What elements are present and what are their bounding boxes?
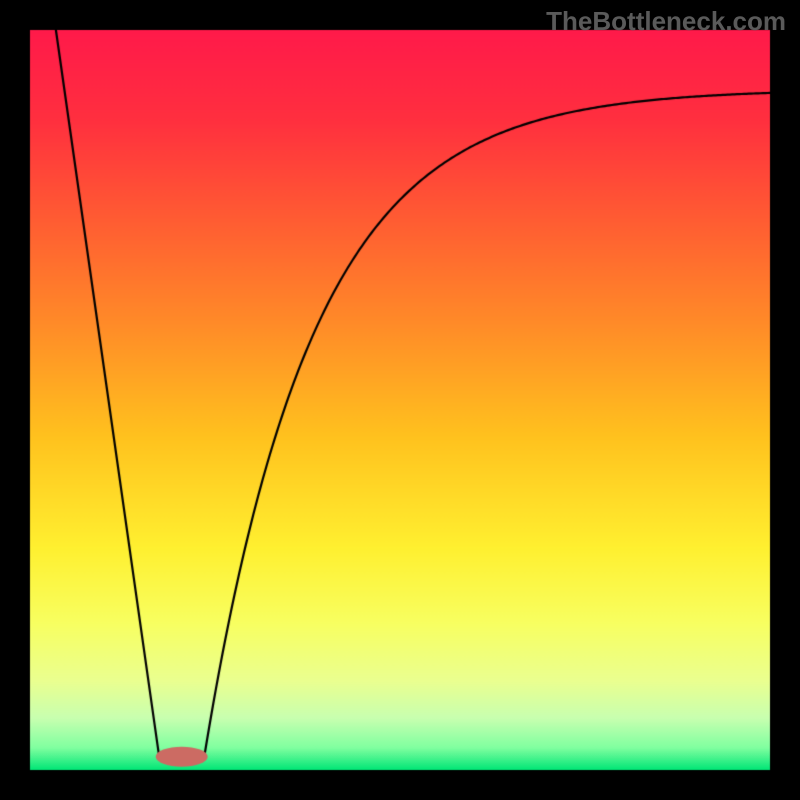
watermark-text: TheBottleneck.com (546, 6, 786, 37)
chart-container: TheBottleneck.com (0, 0, 800, 800)
bottleneck-chart-canvas (0, 0, 800, 800)
